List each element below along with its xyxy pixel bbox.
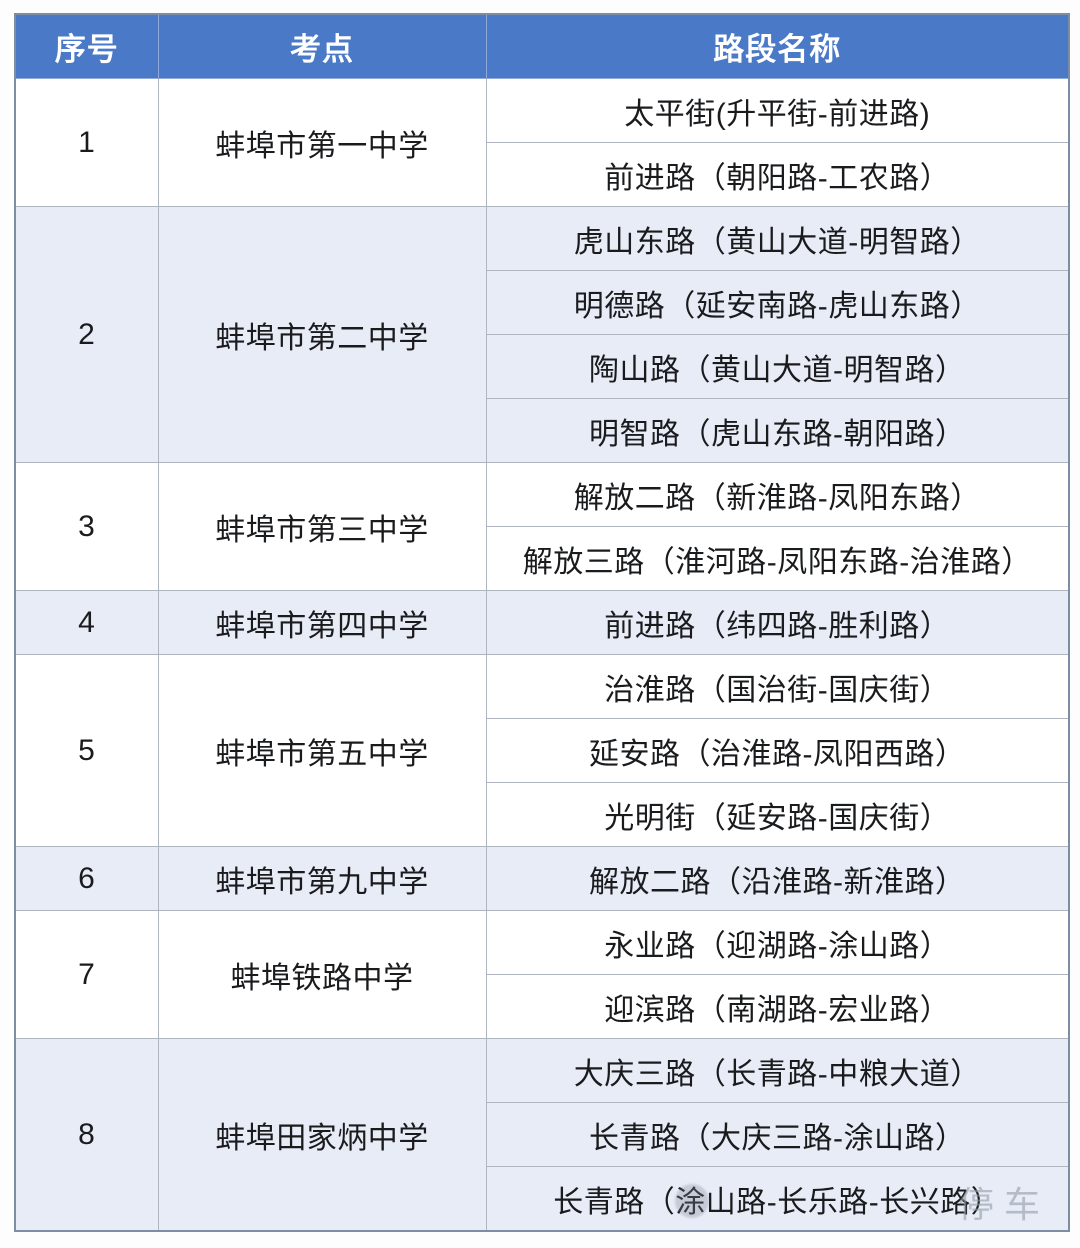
road-section-cell: 光明街（延安路-国庆街）	[485, 782, 1070, 847]
road-section-cell: 延安路（治淮路-凤阳西路）	[485, 718, 1070, 783]
table-row: 8 蚌埠田家炳中学 大庆三路（长青路-中粮大道）	[14, 1038, 1070, 1232]
serial-number-cell: 4	[14, 590, 159, 655]
exam-site-cell: 蚌埠市第五中学	[157, 654, 487, 847]
table-row: 延安路（治淮路-凤阳西路）	[15, 718, 1070, 783]
exam-site-cell: 蚌埠市第四中学	[157, 590, 487, 655]
table-row: 3 蚌埠市第三中学 解放二路（新淮路-凤阳东路）	[14, 462, 1070, 591]
serial-number-cell: 7	[14, 910, 159, 1039]
col-header-serial-number: 序号	[14, 14, 159, 79]
table-header-row: 序号 考点 路段名称	[14, 14, 1070, 79]
table-row: 迎滨路（南湖路-宏业路）	[15, 974, 1070, 1039]
watermark-logo-blob	[675, 1184, 709, 1218]
exam-parking-roads-table: 序号 考点 路段名称 1 蚌埠市第一中学 太平街(升平街-前进路) 前进路（朝阳路-工…	[14, 13, 1070, 1232]
table-row: 1 蚌埠市第一中学 太平街(升平街-前进路)	[14, 78, 1070, 207]
table-row: 前进路（朝阳路-工农路）	[15, 142, 1070, 207]
road-section-cell: 陶山路（黄山大道-明智路）	[485, 334, 1070, 399]
exam-site-cell: 蚌埠铁路中学	[157, 910, 487, 1039]
table-row: 2 蚌埠市第二中学 虎山东路（黄山大道-明智路）	[14, 206, 1070, 463]
col-header-road-section: 路段名称	[485, 14, 1070, 79]
table-row: 明德路（延安南路-虎山东路）	[15, 270, 1070, 335]
table-row: 光明街（延安路-国庆街）	[15, 782, 1070, 847]
serial-number-cell: 2	[14, 206, 159, 463]
serial-number-cell: 3	[14, 462, 159, 591]
exam-site-cell: 蚌埠市第一中学	[157, 78, 487, 207]
watermark-text: 停车	[958, 1184, 1051, 1225]
road-section-cell: 解放二路（新淮路-凤阳东路）	[485, 462, 1070, 527]
exam-site-cell: 蚌埠市第二中学	[157, 206, 487, 463]
table-body: 1 蚌埠市第一中学 太平街(升平街-前进路) 前进路（朝阳路-工农路） 2 蚌埠市第二中学…	[14, 78, 1070, 1232]
road-section-cell: 解放二路（沿淮路-新淮路）	[485, 846, 1070, 911]
road-section-cell: 虎山东路（黄山大道-明智路）	[485, 206, 1070, 271]
table-row: 明智路（虎山东路-朝阳路）	[15, 398, 1070, 463]
road-section-cell: 治淮路（国治街-国庆街）	[485, 654, 1070, 719]
exam-site-cell: 蚌埠市第九中学	[157, 846, 487, 911]
road-section-cell: 明智路（虎山东路-朝阳路）	[485, 398, 1070, 463]
road-section-cell: 大庆三路（长青路-中粮大道）	[485, 1038, 1070, 1103]
road-section-cell: 太平街(升平街-前进路)	[485, 78, 1070, 143]
road-section-cell: 解放三路（淮河路-凤阳东路-治淮路）	[485, 526, 1070, 591]
col-header-exam-site: 考点	[157, 14, 487, 79]
serial-number-cell: 1	[14, 78, 159, 207]
exam-site-cell: 蚌埠市第三中学	[157, 462, 487, 591]
table-row: 5 蚌埠市第五中学 治淮路（国治街-国庆街）	[14, 654, 1070, 847]
road-section-cell: 迎滨路（南湖路-宏业路）	[485, 974, 1070, 1039]
road-section-cell: 前进路（纬四路-胜利路）	[485, 590, 1070, 655]
road-section-cell: 前进路（朝阳路-工农路）	[485, 142, 1070, 207]
table-row: 解放三路（淮河路-凤阳东路-治淮路）	[15, 526, 1070, 591]
table-row: 4 蚌埠市第四中学 前进路（纬四路-胜利路）	[14, 590, 1070, 655]
road-section-cell: 长青路（大庆三路-涂山路）	[485, 1102, 1070, 1167]
table-row: 7 蚌埠铁路中学 永业路（迎湖路-涂山路）	[14, 910, 1070, 1039]
table-row: 长青路（大庆三路-涂山路）	[15, 1102, 1070, 1167]
road-section-cell: 永业路（迎湖路-涂山路）	[485, 910, 1070, 975]
road-section-cell: 长青路（涂山路-长乐路-长兴路）	[485, 1166, 1070, 1232]
serial-number-cell: 5	[14, 654, 159, 847]
exam-site-cell: 蚌埠田家炳中学	[157, 1038, 487, 1232]
table-row: 长青路（涂山路-长乐路-长兴路）	[15, 1166, 1070, 1232]
road-section-cell: 明德路（延安南路-虎山东路）	[485, 270, 1070, 335]
serial-number-cell: 8	[14, 1038, 159, 1232]
table-row: 6 蚌埠市第九中学 解放二路（沿淮路-新淮路）	[14, 846, 1070, 911]
serial-number-cell: 6	[14, 846, 159, 911]
